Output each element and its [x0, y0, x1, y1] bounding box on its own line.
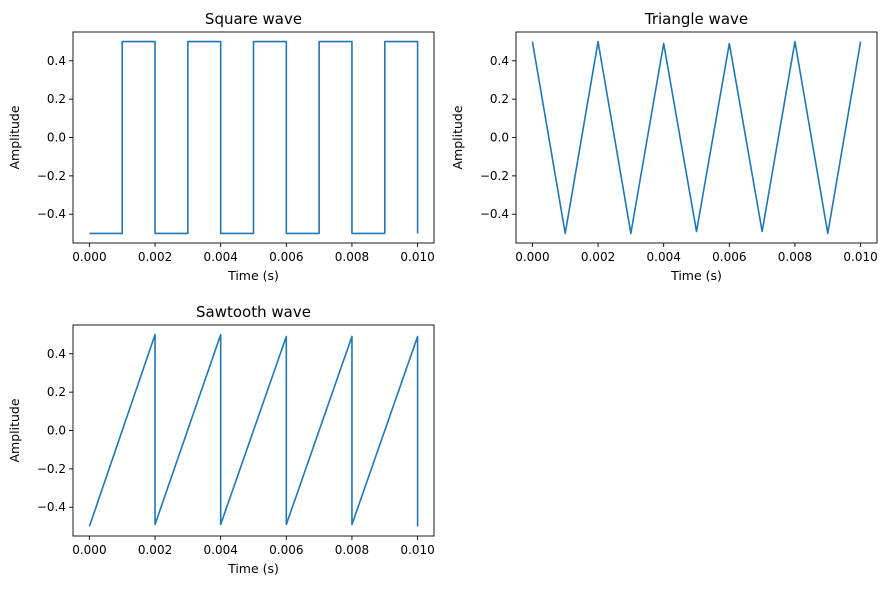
y-tick-label: −0.2: [480, 169, 509, 183]
x-tick-label: 0.010: [400, 250, 434, 264]
y-tick-label: 0.4: [47, 347, 66, 361]
x-tick-label: 0.010: [843, 250, 877, 264]
y-tick-label: 0.4: [47, 54, 66, 68]
x-tick-label: 0.006: [269, 543, 303, 557]
x-tick-label: 0.000: [72, 543, 106, 557]
square-wave-subplot: 0.000 0.002 0.004 0.006 0.008 0.010 −0.4 −0.2 0.…: [7, 10, 435, 283]
x-tick-label: 0.010: [400, 543, 434, 557]
y-tick-label: −0.2: [37, 169, 66, 183]
x-tick-label: 0.000: [515, 250, 549, 264]
x-tick-label: 0.002: [138, 543, 172, 557]
x-axis-label: Time (s): [227, 268, 279, 283]
y-tick-label: −0.4: [480, 207, 509, 221]
x-tick-label: 0.002: [138, 250, 172, 264]
triangle-wave-subplot: 0.000 0.002 0.004 0.006 0.008 0.010 −0.4 −0.2 0.…: [450, 10, 878, 283]
x-tick-label: 0.008: [335, 250, 369, 264]
y-tick-label: −0.4: [37, 500, 66, 514]
x-axis-label: Time (s): [670, 268, 722, 283]
y-tick-label: 0.4: [490, 54, 509, 68]
x-tick-label: 0.000: [72, 250, 106, 264]
y-tick-label: 0.2: [490, 92, 509, 106]
y-tick-label: 0.2: [47, 385, 66, 399]
x-tick-label: 0.002: [581, 250, 615, 264]
x-tick-label: 0.004: [647, 250, 681, 264]
y-tick-label: 0.2: [47, 92, 66, 106]
x-axis-label: Time (s): [227, 561, 279, 576]
x-tick-label: 0.004: [204, 543, 238, 557]
subplot-title: Triangle wave: [644, 10, 748, 28]
y-axis-label: Amplitude: [7, 105, 22, 169]
y-axis-label: Amplitude: [450, 105, 465, 169]
y-tick-label: 0.0: [47, 131, 66, 145]
sawtooth-wave-subplot: 0.000 0.002 0.004 0.006 0.008 0.010 −0.4 −0.2 0.…: [7, 303, 435, 576]
x-tick-label: 0.008: [778, 250, 812, 264]
subplot-title: Square wave: [205, 10, 302, 28]
y-tick-label: −0.4: [37, 207, 66, 221]
y-tick-label: −0.2: [37, 462, 66, 476]
x-tick-label: 0.004: [204, 250, 238, 264]
y-axis-label: Amplitude: [7, 398, 22, 462]
x-tick-label: 0.006: [269, 250, 303, 264]
series-line-0: [89, 40, 419, 235]
series-line-0: [88, 333, 419, 527]
subplot-title: Sawtooth wave: [196, 303, 311, 321]
y-tick-label: 0.0: [490, 131, 509, 145]
series-line-0: [531, 40, 862, 235]
x-tick-label: 0.008: [335, 543, 369, 557]
y-tick-label: 0.0: [47, 424, 66, 438]
x-tick-label: 0.006: [712, 250, 746, 264]
